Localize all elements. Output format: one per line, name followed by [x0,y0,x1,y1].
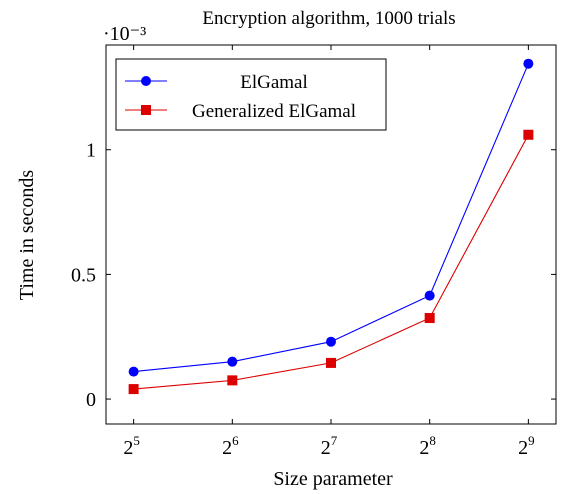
data-point-elgamal [424,290,435,301]
x-tick-label: 25 [123,433,140,459]
legend-label-elgamal: ElGamal [240,72,308,93]
data-point-generalized-elgamal [424,313,435,324]
series-line-generalized-elgamal [133,134,529,390]
data-point-generalized-elgamal [523,129,534,140]
legend-marker-generalized-elgamal [141,105,151,115]
legend-box [115,58,387,131]
x-tick-label: 29 [518,433,535,459]
x-tick-label: 26 [222,433,239,459]
x-axis-label: Size parameter [273,468,393,490]
y-tick-label: 0 [86,389,96,411]
y-axis-label: Time in seconds [16,170,38,301]
x-axis: 25 26 27 28 29 [123,45,535,459]
data-point-elgamal [128,366,139,377]
y-axis: 00.51 [71,140,556,411]
y-scale-multiplier: ·10⁻³ [103,23,146,45]
x-tick-label: 28 [419,433,436,459]
data-point-generalized-elgamal [326,357,336,368]
series-layer [128,58,534,395]
chart-title: Encryption algorithm, 1000 trials [202,8,455,29]
y-tick-label: 0.5 [71,264,96,286]
legend-label-generalized-elgamal: Generalized ElGamal [192,101,356,122]
data-point-generalized-elgamal [128,384,139,395]
data-point-generalized-elgamal [227,375,238,386]
data-point-elgamal [523,58,534,69]
data-point-elgamal [326,336,336,347]
legend-marker-elgamal [141,76,151,86]
x-tick-label: 27 [321,433,338,459]
legend: ElGamal Generalized ElGamal [115,58,387,131]
data-point-elgamal [227,356,238,367]
y-tick-label: 1 [86,140,96,162]
